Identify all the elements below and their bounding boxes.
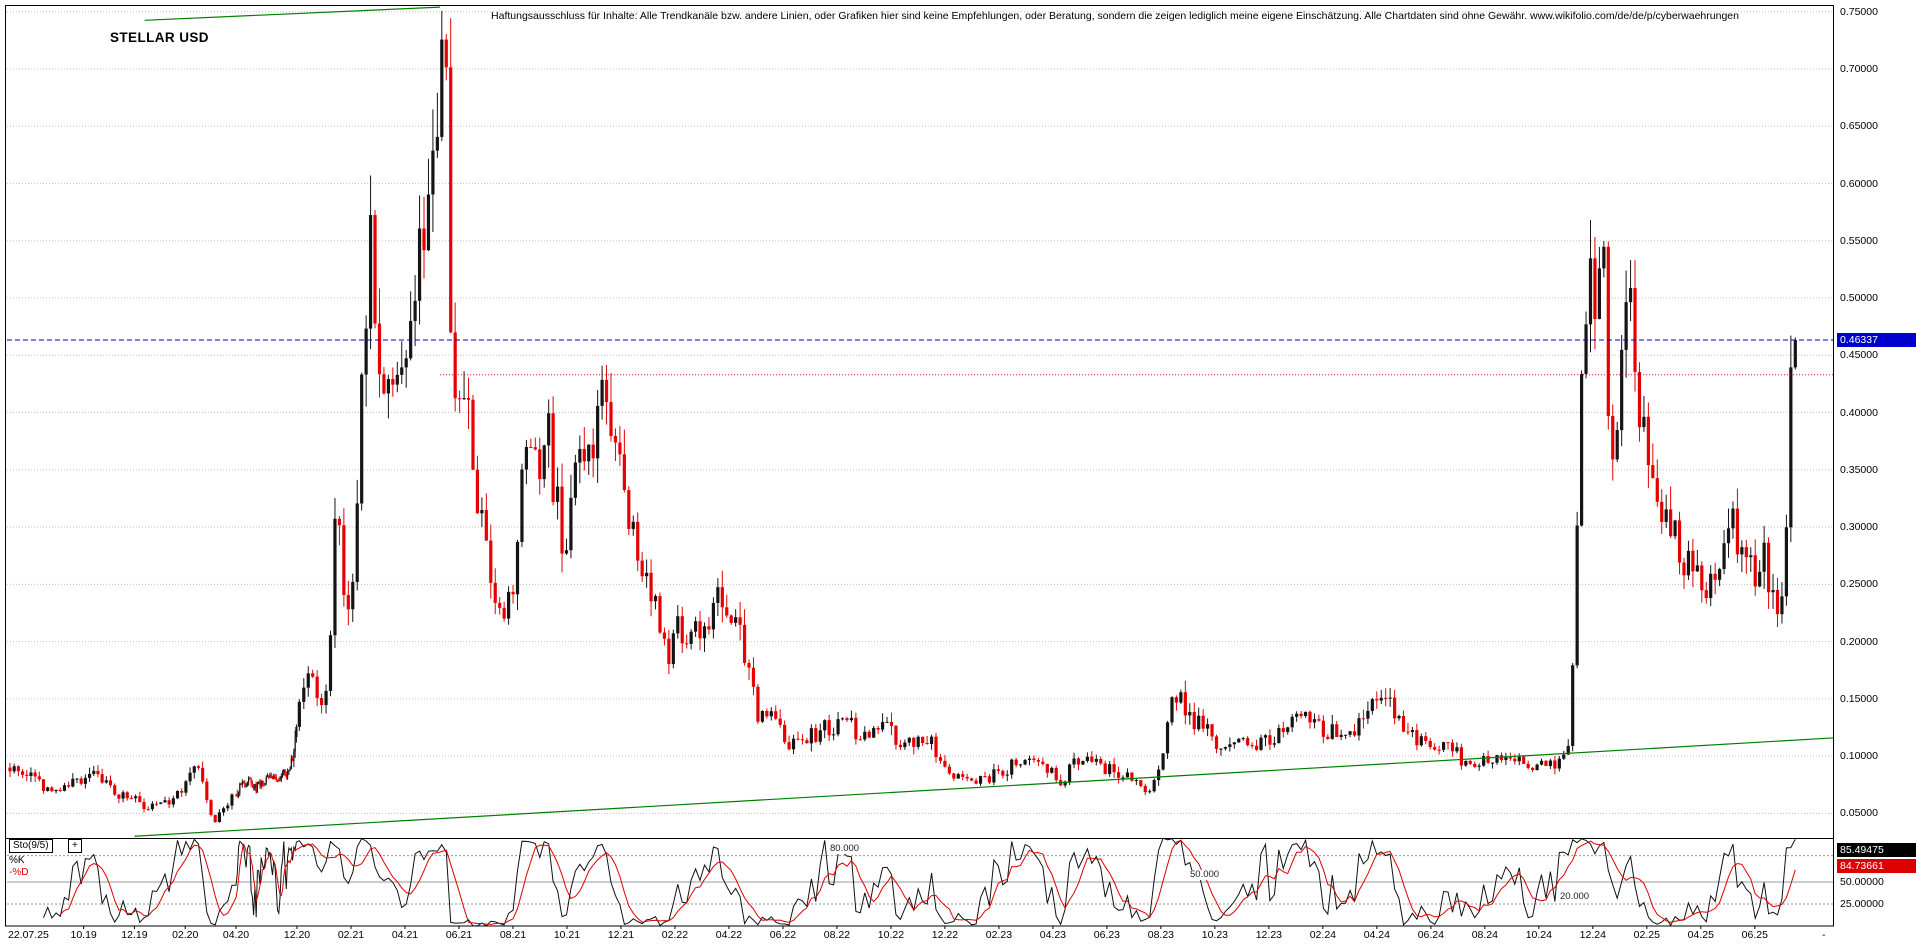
time-axis-label: 08.24 bbox=[1471, 929, 1498, 941]
price-axis-label: 0.20000 bbox=[1840, 635, 1878, 648]
add-indicator-button[interactable]: + bbox=[68, 839, 82, 853]
stochastic-k-value-badge: 85.49475 bbox=[1837, 843, 1916, 857]
stochastic-axis-label-25: 25.00000 bbox=[1840, 898, 1884, 910]
time-axis-label: 04.24 bbox=[1363, 929, 1390, 941]
price-axis-label: 0.15000 bbox=[1840, 692, 1878, 705]
stochastic-d-legend: -%D bbox=[9, 867, 29, 878]
chart-title: STELLAR USD bbox=[110, 30, 209, 45]
time-axis-label: 10.24 bbox=[1525, 929, 1552, 941]
price-axis-label: 0.65000 bbox=[1840, 120, 1878, 133]
price-axis-label: 0.70000 bbox=[1840, 62, 1878, 75]
time-axis-label: 10.23 bbox=[1201, 929, 1229, 941]
time-axis-label: 12.23 bbox=[1255, 929, 1282, 941]
current-date-label: 22.07.25 bbox=[8, 929, 49, 941]
time-axis-label: 04.23 bbox=[1039, 929, 1067, 941]
time-axis-label: 08.23 bbox=[1147, 929, 1175, 941]
stochastic-level-20-label: 20.000 bbox=[1558, 891, 1592, 902]
time-axis-label: 10.19 bbox=[70, 929, 97, 941]
time-axis-label: 06.21 bbox=[445, 929, 473, 941]
time-axis-label: 06.23 bbox=[1093, 929, 1121, 941]
time-axis-label: 04.25 bbox=[1687, 929, 1714, 941]
price-axis-label: 0.25000 bbox=[1840, 578, 1878, 591]
price-axis-label: 0.40000 bbox=[1840, 406, 1878, 419]
time-axis-label: 12.20 bbox=[283, 929, 311, 941]
time-axis-end-marker: - bbox=[1822, 929, 1826, 941]
price-axis-label: 0.60000 bbox=[1840, 177, 1878, 190]
time-axis-label: 12.19 bbox=[121, 929, 148, 941]
time-axis-label: 04.22 bbox=[715, 929, 743, 941]
time-axis-label: 06.22 bbox=[769, 929, 797, 941]
stochastic-level-80-label: 80.000 bbox=[828, 843, 862, 854]
time-axis-label: 02.25 bbox=[1633, 929, 1660, 941]
time-axis-label: 04.20 bbox=[222, 929, 250, 941]
price-axis-label: 0.75000 bbox=[1840, 5, 1878, 18]
time-axis-label: 10.21 bbox=[553, 929, 581, 941]
time-axis-label: 08.22 bbox=[823, 929, 851, 941]
stochastic-indicator-label[interactable]: Sto(9/5) bbox=[9, 839, 53, 853]
price-axis-label: 0.30000 bbox=[1840, 521, 1878, 534]
time-axis-label: 06.25 bbox=[1741, 929, 1768, 941]
time-axis-label: 12.22 bbox=[931, 929, 959, 941]
price-axis-label: 0.50000 bbox=[1840, 292, 1878, 305]
stochastic-d-value-badge: 84.73661 bbox=[1837, 859, 1916, 873]
time-axis-label: 04.21 bbox=[391, 929, 419, 941]
time-axis-label: 02.24 bbox=[1309, 929, 1336, 941]
current-price-badge: 0.46337 bbox=[1837, 333, 1916, 347]
stochastic-level-50-label: 50.000 bbox=[1188, 869, 1222, 880]
price-axis-label: 0.35000 bbox=[1840, 463, 1878, 476]
time-axis-label: 02.23 bbox=[985, 929, 1013, 941]
price-axis-label: 0.45000 bbox=[1840, 349, 1878, 362]
time-axis-label: 06.24 bbox=[1417, 929, 1444, 941]
price-axis-label: 0.10000 bbox=[1840, 750, 1878, 763]
time-axis-label: 08.21 bbox=[499, 929, 527, 941]
time-axis-label: 02.21 bbox=[337, 929, 365, 941]
stochastic-axis-label-50: 50.00000 bbox=[1840, 876, 1884, 888]
time-axis-label: 10.22 bbox=[877, 929, 905, 941]
price-axis-label: 0.05000 bbox=[1840, 807, 1878, 820]
time-axis-label: 02.22 bbox=[661, 929, 689, 941]
price-axis-label: 0.55000 bbox=[1840, 234, 1878, 247]
time-axis-label: 12.21 bbox=[607, 929, 635, 941]
time-axis-label: 02.20 bbox=[172, 929, 199, 941]
disclaimer-text: Haftungsausschluss für Inhalte: Alle Tre… bbox=[491, 10, 1739, 22]
time-axis-label: 12.24 bbox=[1579, 929, 1606, 941]
stochastic-k-legend: %K bbox=[9, 855, 25, 866]
